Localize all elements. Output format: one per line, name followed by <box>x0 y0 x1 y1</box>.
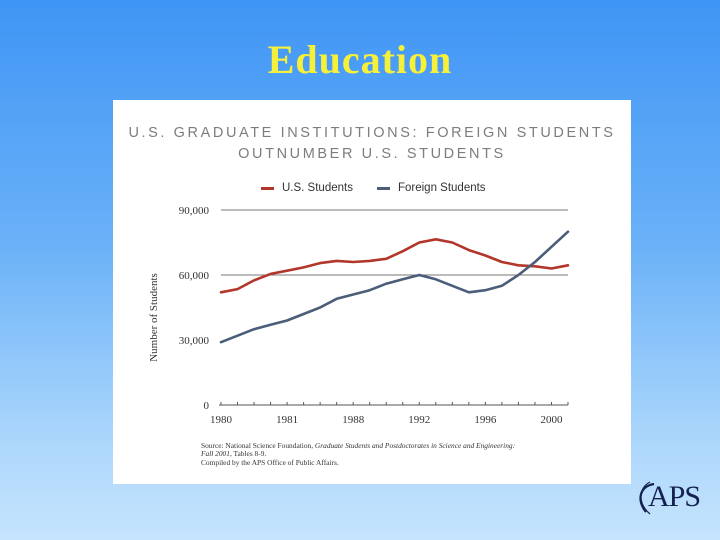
chart-legend: U.S. Students Foreign Students <box>261 182 486 194</box>
y-tick-label: 0 <box>204 400 210 412</box>
chart-title-line-1: U.S. GRADUATE INSTITUTIONS: FOREIGN STUD… <box>128 125 616 141</box>
x-tick-label: 1996 <box>474 414 497 426</box>
x-tick-label: 2000 <box>540 414 563 426</box>
source-line-3: Compiled by the APS Office of Public Aff… <box>201 457 339 467</box>
series-line-foreign-students <box>219 230 570 344</box>
aps-logo: APS <box>634 478 714 518</box>
source-line-1: Source: National Science Foundation, Gra… <box>201 441 516 450</box>
slide-title: Education <box>267 37 453 82</box>
x-tick-label: 1988 <box>342 414 365 426</box>
chart-title-line-2: OUTNUMBER U.S. STUDENTS <box>238 146 506 162</box>
source-note: Source: National Science Foundation, Gra… <box>201 441 611 467</box>
x-tick-label: 1980 <box>210 414 233 426</box>
legend-label-us: U.S. Students <box>282 182 353 194</box>
series-line-us-students <box>219 238 570 294</box>
x-tick-label: 1981 <box>276 414 298 426</box>
legend-label-foreign: Foreign Students <box>397 182 486 194</box>
legend-item-foreign-students: Foreign Students <box>376 182 486 194</box>
y-tick-label: 30,000 <box>179 335 210 347</box>
line-chart: 0 30,000 60,000 90,000 1980 1981 1988 1992 1996 2… <box>148 205 570 426</box>
legend-item-us-students: U.S. Students <box>261 182 353 194</box>
y-tick-label: 90,000 <box>179 205 210 217</box>
x-tick-label: 1992 <box>408 414 430 426</box>
chart-card: U.S. GRADUATE INSTITUTIONS: FOREIGN STUD… <box>113 100 631 484</box>
aps-logo-text: APS <box>648 480 701 513</box>
legend-swatch-foreign <box>376 186 390 190</box>
aps-logo-swoosh-icon <box>639 481 655 515</box>
y-axis-label: Number of Students <box>148 273 160 362</box>
legend-swatch-us <box>261 186 274 190</box>
y-tick-label: 60,000 <box>179 270 210 282</box>
source-line-2: Fall 2001, Tables 8-9. <box>201 449 267 459</box>
